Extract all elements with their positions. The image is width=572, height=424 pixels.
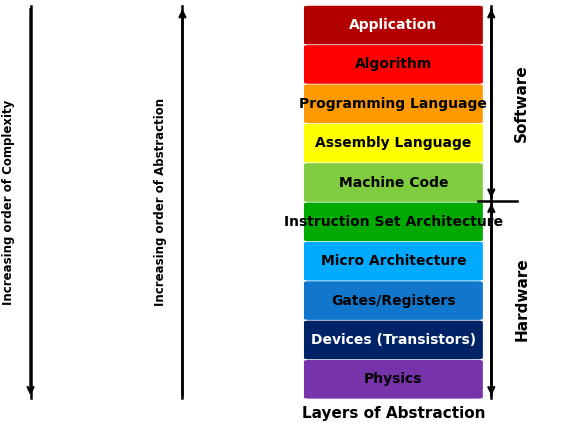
FancyBboxPatch shape [304, 163, 483, 202]
FancyBboxPatch shape [304, 242, 483, 281]
Text: Instruction Set Architecture: Instruction Set Architecture [284, 215, 503, 229]
Text: Machine Code: Machine Code [339, 176, 448, 190]
Text: Micro Architecture: Micro Architecture [320, 254, 466, 268]
FancyBboxPatch shape [304, 6, 483, 45]
Text: Physics: Physics [364, 372, 423, 386]
Text: Assembly Language: Assembly Language [315, 136, 471, 150]
Text: Hardware: Hardware [514, 258, 529, 341]
Text: Increasing order of Abstraction: Increasing order of Abstraction [154, 98, 167, 306]
Text: Gates/Registers: Gates/Registers [331, 293, 456, 307]
FancyBboxPatch shape [304, 360, 483, 399]
FancyBboxPatch shape [304, 321, 483, 359]
Text: Devices (Transistors): Devices (Transistors) [311, 333, 476, 347]
FancyBboxPatch shape [304, 124, 483, 162]
FancyBboxPatch shape [304, 84, 483, 123]
Text: Layers of Abstraction: Layers of Abstraction [301, 407, 485, 421]
Text: Software: Software [514, 64, 529, 142]
FancyBboxPatch shape [304, 45, 483, 84]
FancyBboxPatch shape [304, 203, 483, 241]
Text: Algorithm: Algorithm [355, 57, 432, 71]
Text: Programming Language: Programming Language [300, 97, 487, 111]
Text: Application: Application [349, 18, 438, 32]
FancyBboxPatch shape [304, 281, 483, 320]
Text: Increasing order of Complexity: Increasing order of Complexity [2, 100, 15, 305]
